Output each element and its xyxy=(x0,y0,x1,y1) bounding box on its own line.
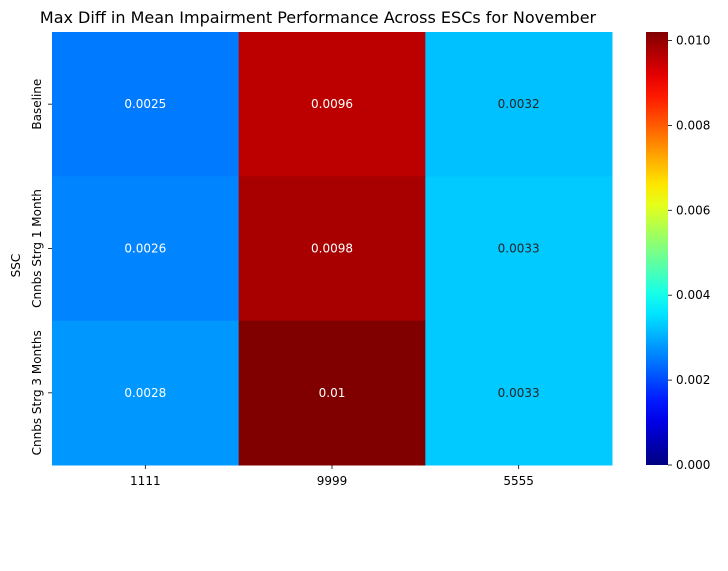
heatmap-cell xyxy=(425,176,613,322)
cell-annotation: 0.0025 xyxy=(124,97,166,111)
y-tick-label: Baseline xyxy=(30,79,44,130)
cell-annotation: 0.0096 xyxy=(311,97,353,111)
heatmap-cells: 0.0025 0.0096 0.0032 0.0026 0.0098 0.0033 0.00… xyxy=(52,32,613,466)
y-tick-label: Cnnbs Strg 1 Month xyxy=(30,189,44,308)
y-tick-label: Cnnbs Strg 3 Months xyxy=(30,330,44,455)
y-axis: Baseline Cnnbs Strg 1 Month Cnnbs Strg 3 M… xyxy=(30,79,52,455)
cell-annotation: 0.01 xyxy=(319,386,346,400)
y-axis-label: SSC xyxy=(9,254,23,278)
cell-annotation: 0.0098 xyxy=(311,242,353,256)
x-tick-label: 9999 xyxy=(317,474,348,488)
heatmap-cell xyxy=(238,320,426,466)
heatmap-cell xyxy=(52,176,240,322)
cell-annotation: 0.0028 xyxy=(124,386,166,400)
heatmap-cell xyxy=(238,32,426,177)
colorbar-tick-label: 0.008 xyxy=(676,118,710,132)
cell-annotation: 0.0033 xyxy=(498,386,540,400)
chart-title: Max Diff in Mean Impairment Performance … xyxy=(40,8,597,27)
heatmap-cell xyxy=(238,176,426,322)
colorbar-tick-label: 0.006 xyxy=(676,203,710,217)
x-tick-label: 5555 xyxy=(503,474,534,488)
cell-annotation: 0.0026 xyxy=(124,242,166,256)
cell-annotation: 0.0032 xyxy=(498,97,540,111)
colorbar-tick-label: 0.000 xyxy=(676,458,710,472)
heatmap-cell xyxy=(425,320,613,466)
colorbar-tick-label: 0.002 xyxy=(676,373,710,387)
colorbar-tick-label: 0.004 xyxy=(676,288,710,302)
heatmap-cell xyxy=(52,320,240,466)
x-tick-label: 1111 xyxy=(130,474,161,488)
colorbar-gradient xyxy=(646,32,668,465)
heatmap-cell xyxy=(425,32,613,177)
heatmap-cell xyxy=(52,32,240,177)
colorbar: 0.000 0.002 0.004 0.006 0.008 0.010 xyxy=(646,32,710,472)
x-axis: 1111 9999 5555 xyxy=(130,465,534,488)
colorbar-tick-label: 0.010 xyxy=(676,33,710,47)
cell-annotation: 0.0033 xyxy=(498,242,540,256)
